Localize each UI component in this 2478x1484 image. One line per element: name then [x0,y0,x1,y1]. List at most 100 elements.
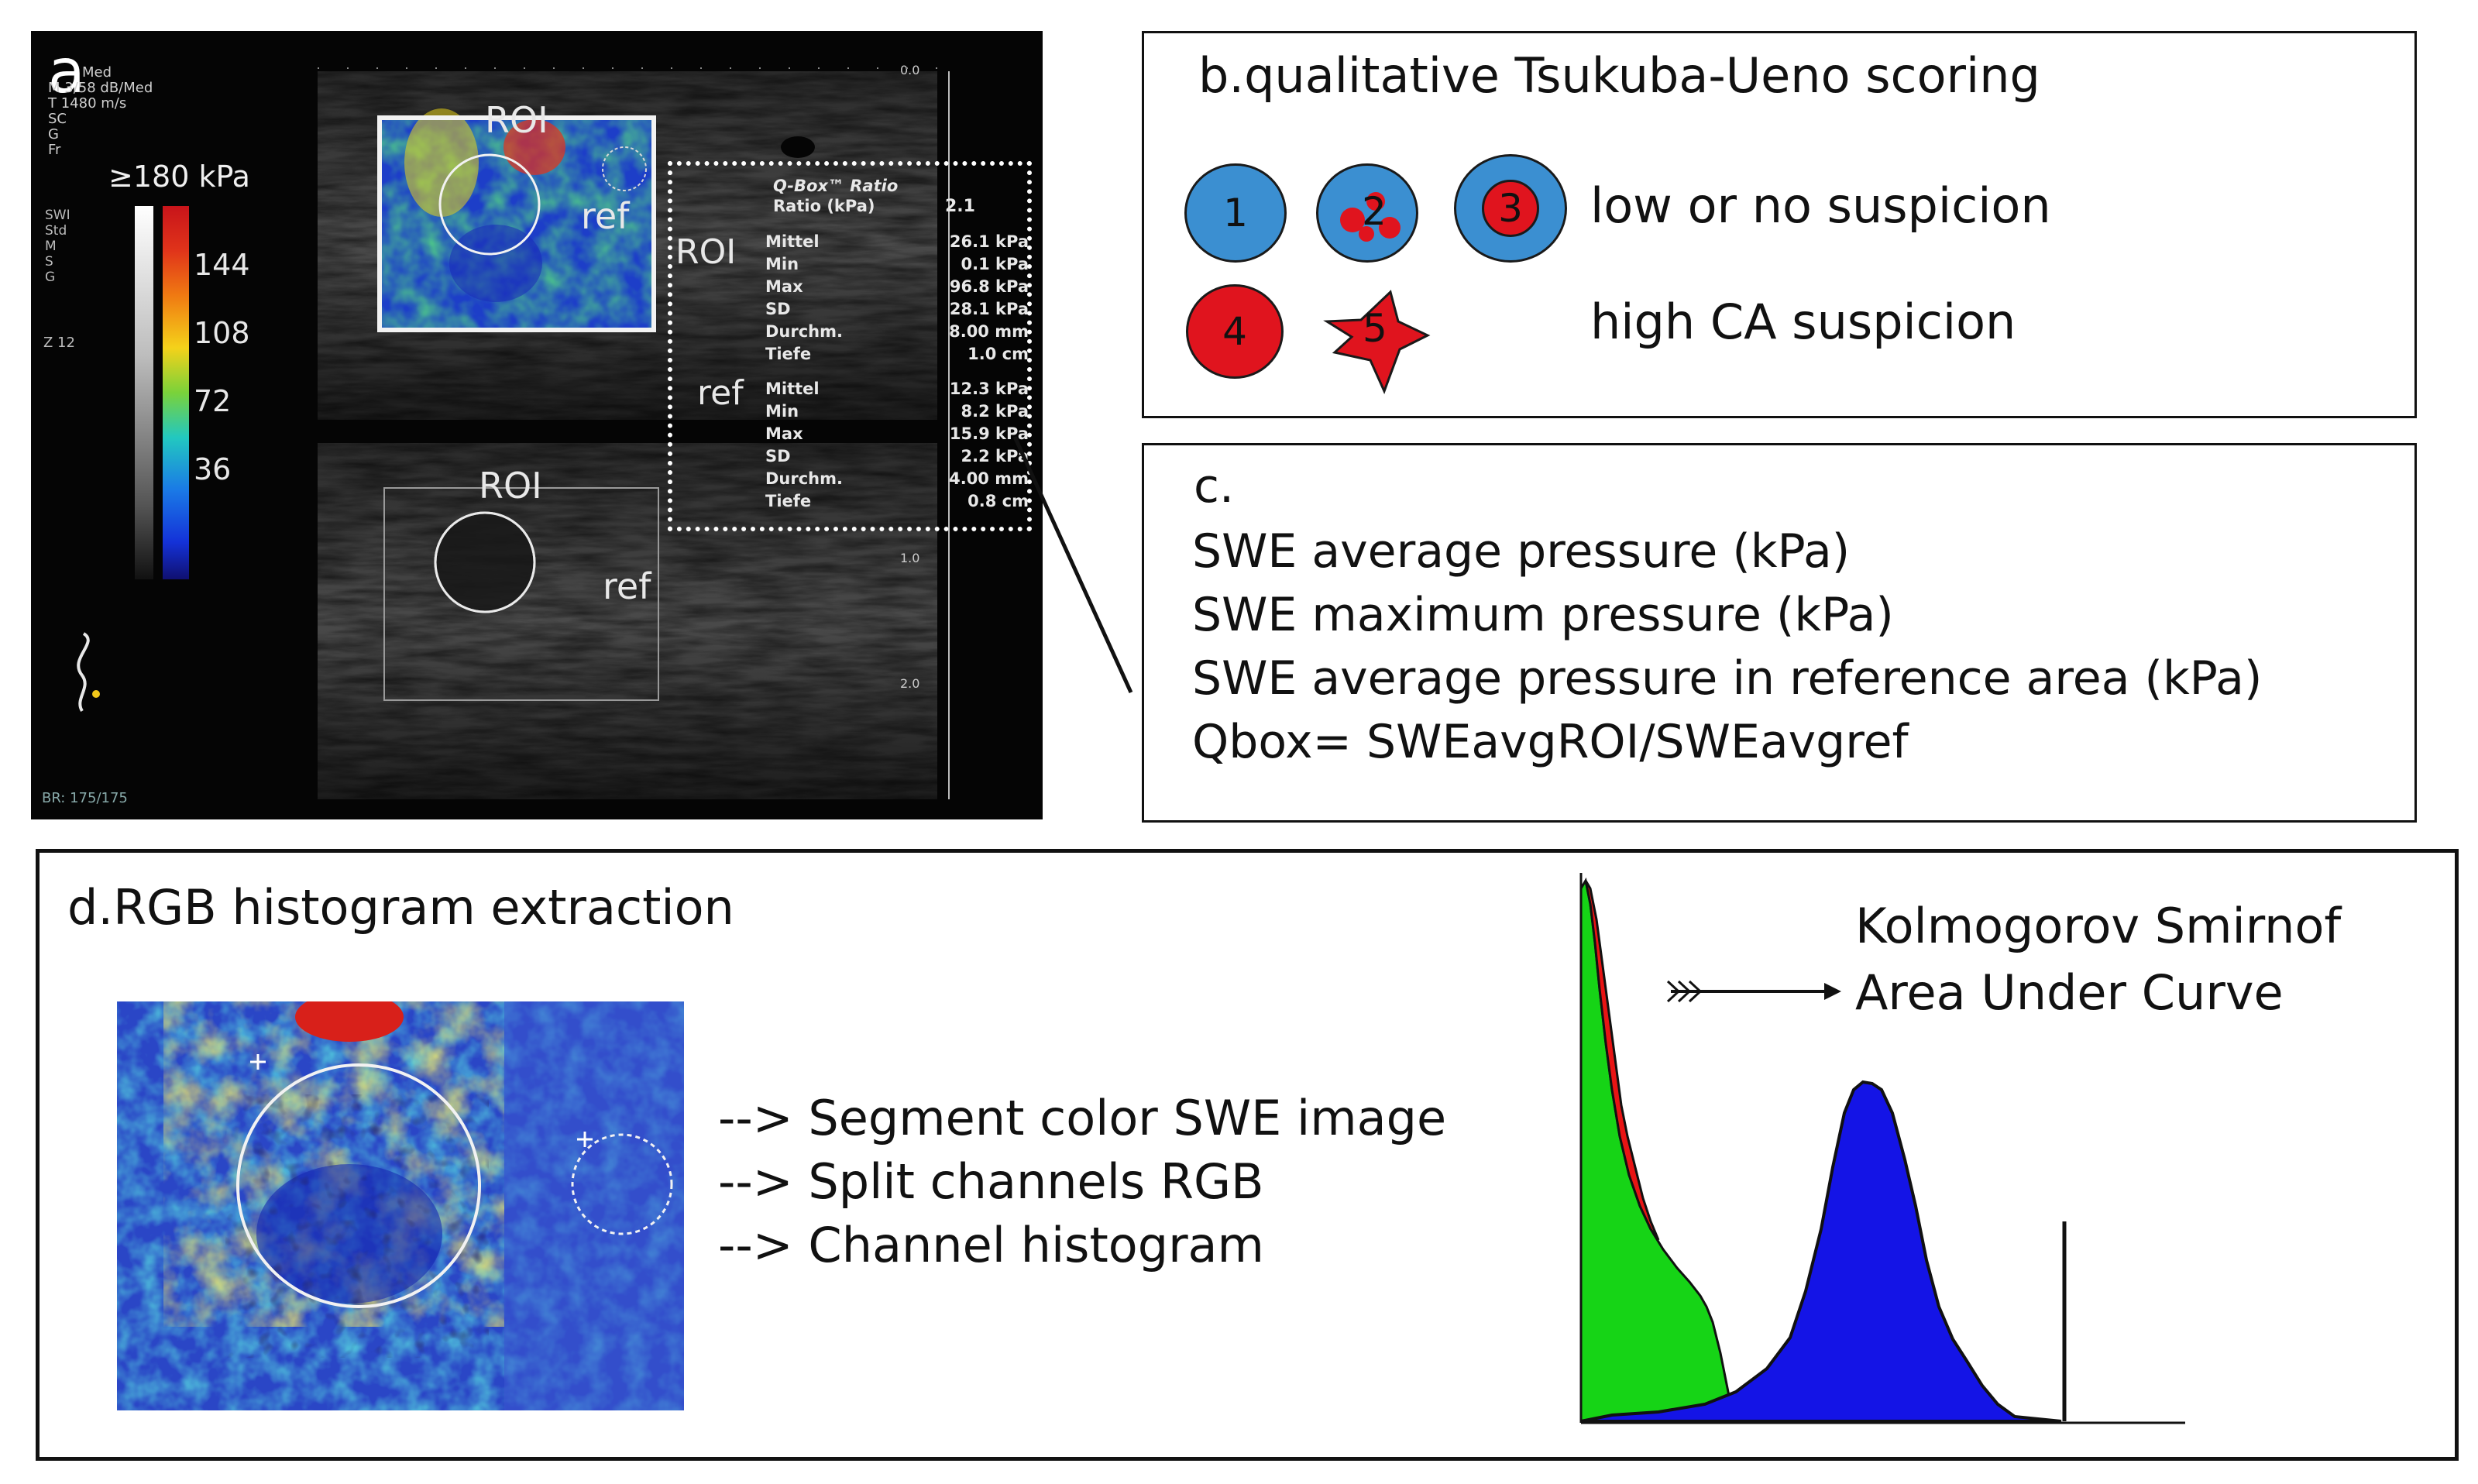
scale-tick: 72 [194,384,232,418]
stat-key: Min [765,255,799,273]
stat-row: Mittel 12.3 kPa [765,380,1029,402]
stat-value: 96.8 kPa [949,277,1029,296]
score-label: 5 [1363,306,1387,351]
svg-text:0.0: 0.0 [900,63,919,77]
swe-color-crop [117,1001,684,1410]
stat-value: 1.0 cm [967,345,1029,363]
scale-tick: 36 [194,452,232,486]
panel-d-histogram: d.RGB histogram extraction [36,849,2459,1461]
grayscale-bar [135,206,153,579]
left-line: M [45,239,57,254]
score-label: 4 [1222,309,1247,354]
ref-label-bottom: ref [603,565,651,607]
roi-stats: Mittel 26.1 kPa Min 0.1 kPa Max 96.8 kPa SD… [765,232,1029,367]
stat-row: Durchm. 4.00 mm [765,469,1029,492]
stat-key: SD [765,300,791,318]
stat-row: SD 2.2 kPa [765,447,1029,469]
stat-row: Tiefe 1.0 cm [765,345,1029,367]
scale-tick: 144 [194,248,250,282]
stat-row: Durchm. 8.00 mm [765,322,1029,345]
stat-key: SD [765,447,791,465]
stat-key: Tiefe [765,492,812,510]
qbox-ref-label: ref [697,373,744,413]
left-line: SWI [45,208,70,223]
ratio-value: 2.1 [945,197,975,216]
stat-row: Max 15.9 kPa [765,424,1029,447]
stat-key: Mittel [765,380,820,398]
left-info: SWI Std M S G [45,208,70,285]
score-4-badge: 4 [1186,284,1284,379]
stat-value: 2.2 kPa [961,447,1029,465]
connector-line [1012,435,1133,694]
elasticity-color-bar [163,206,189,579]
svg-text:2.0: 2.0 [900,676,919,691]
stat-key: Min [765,402,799,421]
device-line: G [48,126,59,143]
left-line: Std [45,223,67,239]
stat-value: 0.1 kPa [961,255,1029,273]
roi-label-bottom: ROI [479,465,542,507]
stat-row: Mittel 26.1 kPa [765,232,1029,255]
qbox-table: ROI ref Q-Box™ Ratio Ratio (kPa) 2.1 Mit… [668,161,1032,531]
panel-c-title: c. [1194,459,1235,514]
measure-line: SWE average pressure (kPa) [1192,524,1851,579]
stat-key: Durchm. [765,469,843,488]
frame-footer: BR: 175/175 [42,790,128,806]
stat-row: Min 0.1 kPa [765,255,1029,277]
measure-line: SWE average pressure in reference area (… [1192,651,2263,706]
score-label: 2 [1362,189,1387,234]
pipeline-step: --> Segment color SWE image [718,1090,1447,1146]
probe-icon [77,632,100,713]
left-line: S [45,254,53,270]
score-2-spots [1340,192,1401,242]
svg-text:1.0: 1.0 [900,551,919,565]
score-2-badge: 2 [1316,163,1418,263]
device-line: Med [82,64,112,81]
rgb-channel-histogram [1579,873,2185,1424]
device-info: Med M 3/58 dB/Med T 1480 m/s SC G Fr [48,65,153,158]
score-label: 1 [1223,191,1248,235]
ref-label-top: ref [581,195,630,237]
stat-key: Durchm. [765,322,843,341]
stat-key: Max [765,424,803,443]
left-line: G [45,270,56,285]
stat-key: Mittel [765,232,820,251]
stat-row: Tiefe 0.8 cm [765,492,1029,514]
score-3-badge: 3 [1454,154,1567,263]
device-line: SC [48,111,67,127]
pipeline-step: --> Channel histogram [718,1217,1264,1273]
stat-value: 4.00 mm [949,469,1029,488]
scale-title: ≥180 kPa [108,160,250,194]
metric-auc: Area Under Curve [1855,964,2284,1021]
stat-row: SD 28.1 kPa [765,300,1029,322]
panel-b-scoring: b.qualitative Tsukuba-Ueno scoring 1 2 3… [1142,31,2417,418]
stat-value: 26.1 kPa [949,232,1029,251]
panel-a-letter: a [48,37,85,107]
score-1-badge: 1 [1184,163,1287,263]
metric-ks: Kolmogorov Smirnof [1855,898,2342,954]
stat-value: 0.8 cm [967,492,1029,510]
ratio-label: Ratio (kPa) [773,197,875,215]
ref-stats: Mittel 12.3 kPa Min 8.2 kPa Max 15.9 kPa SD… [765,380,1029,514]
stat-row: Max 96.8 kPa [765,277,1029,300]
qbox-roi-label: ROI [675,232,737,272]
stat-value: 8.00 mm [949,322,1029,341]
comparison-arrow [1666,980,1841,1003]
stat-value: 28.1 kPa [949,300,1029,318]
measure-line: Qbox= SWEavgROI/SWEavgref [1192,715,1909,769]
score-label: 3 [1498,186,1523,231]
high-suspicion-text: high CA suspicion [1590,294,2016,350]
stat-value: 12.3 kPa [949,380,1029,398]
stat-row: Min 8.2 kPa [765,402,1029,424]
stat-value: 8.2 kPa [961,402,1029,421]
blue-channel-area [1580,1080,2062,1423]
scale-tick: 108 [194,316,250,350]
panel-a-ultrasound: a Med M 3/58 dB/Med T 1480 m/s SC G Fr ≥… [31,31,1043,819]
zoom-label: Z 12 [43,335,75,351]
device-line: Fr [48,142,61,158]
roi-label-top: ROI [485,99,548,141]
red-channel-area [1584,880,1660,1241]
panel-c-measures: c. SWE average pressure (kPa) SWE maximu… [1142,443,2417,823]
green-channel-area [1579,877,1740,1423]
stat-key: Max [765,277,803,296]
